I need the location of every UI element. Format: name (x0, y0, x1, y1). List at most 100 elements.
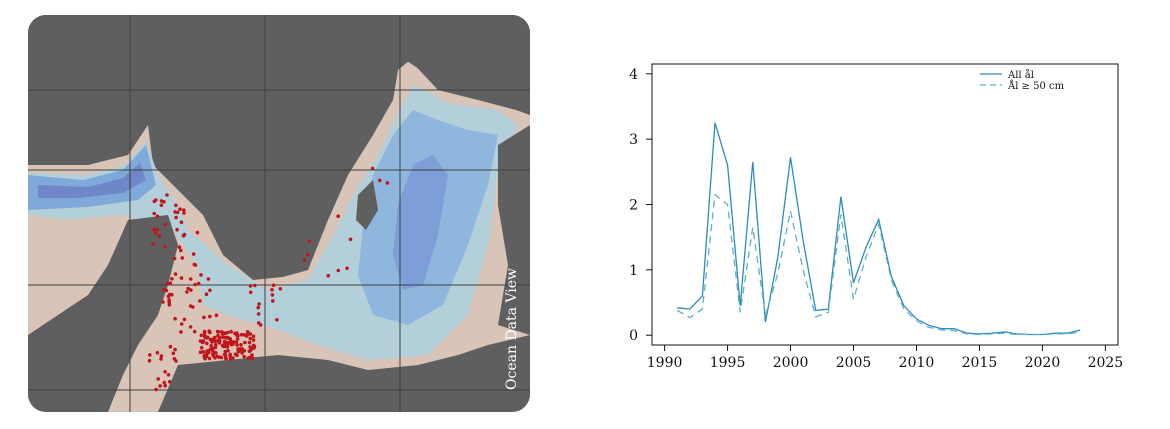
sampling-point (256, 305, 260, 310)
scandinavia-land (158, 15, 530, 265)
sampling-point (198, 299, 202, 303)
sampling-point (216, 338, 221, 343)
sampling-point (174, 215, 178, 220)
sampling-point (168, 292, 172, 297)
legend-label: All ål (1007, 69, 1034, 81)
sampling-point (271, 299, 275, 303)
sampling-point (161, 300, 165, 304)
sampling-point (195, 230, 200, 235)
sampling-point (158, 384, 162, 388)
sampling-point (185, 290, 189, 294)
x-tick-label: 2010 (899, 355, 935, 371)
germany-poland-land (158, 335, 530, 412)
sampling-point (231, 356, 235, 360)
sampling-point (213, 342, 218, 347)
y-tick-label: 2 (629, 198, 638, 214)
sampling-point (251, 334, 256, 339)
sampling-point (179, 248, 183, 253)
sampling-point (179, 330, 183, 334)
sampling-point (256, 312, 261, 316)
sampling-point (182, 232, 187, 237)
sampling-point (251, 343, 256, 348)
x-tick-label: 2000 (773, 355, 809, 371)
sampling-point (226, 348, 230, 353)
sampling-point (229, 329, 233, 334)
sampling-point (152, 199, 157, 204)
sampling-point (153, 231, 158, 235)
sampling-point (196, 281, 201, 286)
sampling-point (188, 277, 193, 281)
sampling-point (253, 283, 257, 288)
sampling-point (205, 335, 210, 340)
sampling-point (305, 252, 310, 257)
sampling-point (199, 333, 204, 338)
sampling-point (377, 178, 382, 183)
sampling-point (199, 273, 203, 277)
sampling-point (159, 357, 163, 361)
sampling-point (180, 256, 185, 260)
sampling-point (247, 349, 252, 354)
sampling-point (257, 302, 261, 306)
sampling-point (170, 277, 174, 281)
sampling-point (220, 330, 224, 334)
sampling-point (175, 227, 179, 232)
sampling-point (159, 203, 164, 207)
sampling-point (231, 340, 236, 344)
sampling-point (248, 332, 253, 336)
sampling-point (245, 330, 250, 334)
map-panel: Ocean Data View (28, 15, 530, 412)
sampling-point (159, 354, 164, 358)
sampling-point (234, 340, 239, 344)
sampling-points (147, 166, 390, 392)
sampling-point (191, 252, 196, 256)
sampling-point (302, 258, 307, 262)
sampling-point (167, 303, 172, 307)
sampling-point (188, 304, 193, 308)
sampling-point (163, 384, 167, 388)
sampling-point (242, 349, 247, 353)
sampling-point (152, 228, 156, 232)
sampling-point (220, 335, 225, 340)
sampling-point (225, 330, 230, 335)
sampling-point (307, 239, 312, 243)
legend-label: Ål ≥ 50 cm (1007, 80, 1065, 92)
sampling-point (200, 340, 204, 344)
sampling-point (215, 354, 219, 359)
sampling-point (275, 318, 279, 322)
sampling-point (163, 222, 168, 227)
sampling-point (204, 354, 209, 359)
sampling-point (208, 288, 212, 293)
axes: 1990 1995 2000 2005 2010 2015 2020 2025 0 1 2 3 4 (629, 63, 1124, 371)
sampling-point (174, 203, 178, 208)
sampling-point (151, 242, 155, 246)
series-line-eel-50cm (676, 193, 1081, 336)
sampling-point (240, 351, 244, 355)
sampling-point (163, 245, 167, 249)
sampling-point (250, 356, 255, 361)
sampling-point (242, 354, 246, 359)
gotland-island (356, 180, 378, 230)
sampling-point (155, 214, 160, 219)
sampling-point (173, 347, 177, 352)
sampling-point (247, 355, 252, 360)
sampling-point (225, 336, 229, 340)
sampling-point (162, 200, 166, 204)
sampling-point (193, 263, 198, 267)
sampling-point (178, 207, 182, 211)
sampling-point (251, 338, 256, 342)
sampling-point (172, 256, 177, 261)
sampling-point (326, 273, 331, 278)
sampling-point (155, 350, 160, 355)
sampling-point (193, 282, 197, 287)
sampling-point (211, 349, 215, 354)
sampling-point (147, 358, 152, 363)
sampling-point (155, 227, 160, 232)
sampling-point (223, 344, 228, 349)
sampling-point (370, 166, 375, 171)
sampling-point (224, 356, 228, 361)
sampling-point (164, 288, 169, 293)
x-tick-label: 2025 (1088, 355, 1124, 371)
sampling-point (188, 325, 193, 329)
sampling-point (179, 220, 184, 224)
